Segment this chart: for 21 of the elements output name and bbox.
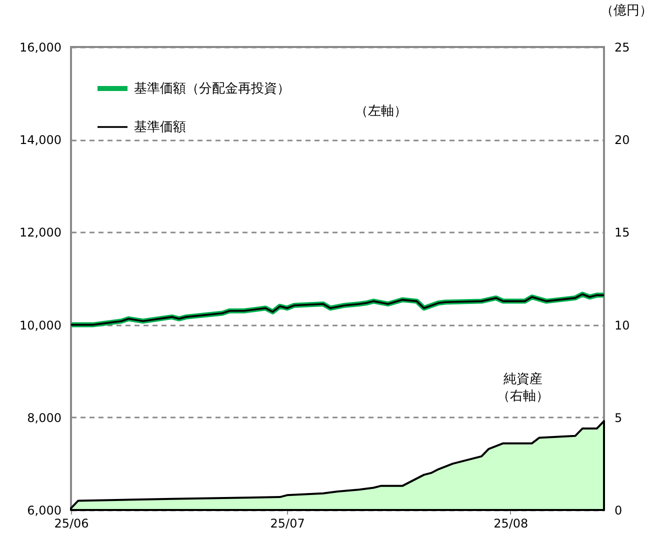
annotation: （左軸）	[355, 104, 407, 119]
x-tick-label: 25/06	[54, 516, 89, 530]
y2-tick-label: 5	[614, 410, 622, 425]
y-tick-label: 8,000	[27, 410, 62, 425]
y2-tick-label: 0	[614, 504, 622, 518]
y-tick-label: 14,000	[20, 133, 62, 148]
y-tick-label: 6,000	[27, 504, 62, 518]
annotation: 純資産	[504, 371, 542, 387]
y-tick-label: 10,000	[20, 318, 62, 332]
y2-tick-label: 10	[614, 318, 630, 332]
x-tick-label: 25/08	[494, 516, 528, 530]
x-tick-label: 25/07	[270, 516, 305, 530]
annotation: （右軸）	[497, 389, 549, 404]
legend-label: 基準価額	[134, 120, 186, 135]
legend-label: 基準価額（分配金再投資）	[134, 82, 290, 96]
y-tick-label: 12,000	[20, 226, 62, 240]
y2-tick-label: 15	[614, 226, 630, 240]
y-tick-label: 16,000	[20, 40, 62, 54]
y2-tick-label: 20	[614, 133, 630, 148]
y2-tick-label: 25	[614, 40, 630, 54]
y2-axis-title: （億円）	[600, 4, 652, 18]
